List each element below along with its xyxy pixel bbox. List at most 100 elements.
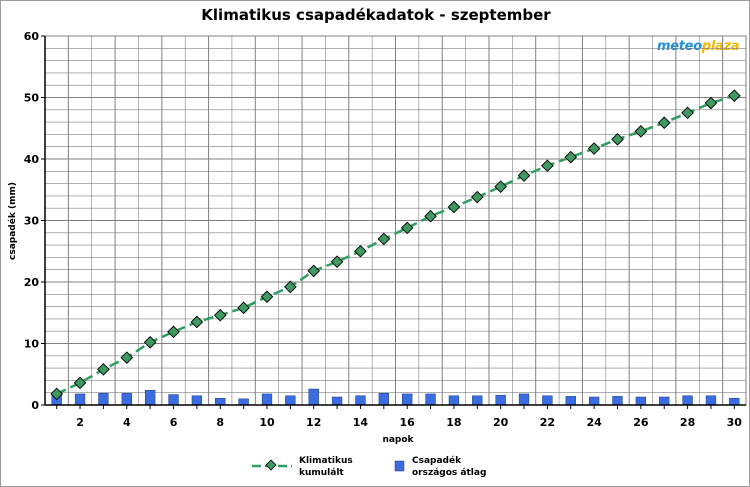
cumulative-marker xyxy=(120,351,134,364)
y-tick-label: 0 xyxy=(31,399,39,412)
precip-bar xyxy=(705,395,717,406)
precip-bar xyxy=(659,396,670,406)
precip-bar xyxy=(729,397,740,406)
cumulative-marker xyxy=(354,244,367,258)
cumulative-marker xyxy=(73,376,87,390)
y-tick-label: 10 xyxy=(24,338,40,351)
legend-line-label-2: kumulált xyxy=(299,468,344,478)
cumulative-marker xyxy=(50,387,63,401)
legend-bar-label: Csapadék országos átlag xyxy=(412,455,486,479)
precip-bar xyxy=(331,396,343,406)
cumulative-marker xyxy=(97,363,110,376)
x-tick-label: 10 xyxy=(259,416,275,429)
line-series xyxy=(50,89,741,401)
x-tick-label: 4 xyxy=(123,416,131,429)
precip-bar xyxy=(144,389,156,406)
y-tick-label: 50 xyxy=(24,92,40,105)
cumulative-marker xyxy=(681,106,694,120)
meteoplaza-logo: meteoplaza xyxy=(657,39,740,54)
precip-bar xyxy=(425,393,436,406)
chart-title: Klimatikus csapadékadatok - szeptember xyxy=(201,6,551,24)
cumulative-marker xyxy=(541,159,554,173)
y-tick-label: 30 xyxy=(24,215,40,228)
precip-bar xyxy=(518,393,530,406)
x-tick-label: 14 xyxy=(353,416,369,429)
precip-bar xyxy=(542,395,553,406)
precip-bar xyxy=(98,393,109,406)
x-tick-label: 6 xyxy=(170,416,178,429)
legend-bar-swatch xyxy=(394,460,405,472)
precip-bar xyxy=(74,393,86,406)
cumulative-marker xyxy=(377,232,391,246)
precip-bar xyxy=(682,395,693,406)
x-tick-label: 18 xyxy=(446,416,461,429)
cumulative-marker xyxy=(564,150,578,164)
cumulative-marker xyxy=(447,200,461,214)
x-tick-label: 20 xyxy=(493,416,509,429)
cumulative-marker xyxy=(213,308,227,322)
precip-bar xyxy=(635,396,647,406)
precip-bar xyxy=(495,394,506,406)
y-tick-label: 40 xyxy=(24,153,40,166)
cumulative-marker xyxy=(284,280,297,294)
legend xyxy=(252,459,405,472)
cumulative-marker xyxy=(237,301,250,315)
precip-bar xyxy=(308,388,319,406)
precip-bar xyxy=(588,396,600,406)
precip-bar xyxy=(448,395,460,406)
precip-bar xyxy=(261,393,273,406)
grid-lines xyxy=(44,35,747,406)
x-axis-label: napok xyxy=(382,435,414,445)
cumulative-marker xyxy=(330,255,344,268)
cumulative-marker xyxy=(260,290,274,304)
logo-part-2: plaza xyxy=(701,39,740,54)
legend-line-label: Klimatikus kumulált xyxy=(299,455,353,479)
cumulative-marker xyxy=(657,116,671,130)
cumulative-marker xyxy=(424,209,437,223)
precip-bar xyxy=(565,396,576,406)
x-tick-label: 2 xyxy=(76,416,84,429)
y-axis-label: csapadék (mm) xyxy=(7,182,18,260)
cumulative-marker xyxy=(400,221,414,235)
x-tick-label: 30 xyxy=(727,416,743,429)
cumulative-marker xyxy=(634,125,648,138)
cumulative-marker xyxy=(517,169,531,182)
cumulative-marker xyxy=(704,96,718,110)
precip-bar xyxy=(191,395,203,406)
cumulative-marker xyxy=(494,180,507,193)
precip-bar xyxy=(215,397,226,406)
legend-bar-label-2: országos átlag xyxy=(412,468,487,478)
logo-part-1: meteo xyxy=(657,39,702,54)
cumulative-marker xyxy=(470,190,484,204)
precip-bar xyxy=(355,395,366,406)
precip-bar xyxy=(285,395,296,406)
x-tick-label: 12 xyxy=(306,416,321,429)
precip-bar xyxy=(121,393,132,406)
axes xyxy=(41,35,746,409)
x-tick-label: 16 xyxy=(400,416,416,429)
y-tick-label: 60 xyxy=(24,30,40,43)
precip-bar xyxy=(402,393,413,406)
precip-bar xyxy=(472,395,483,406)
legend-bar-label-1: Csapadék xyxy=(412,456,462,466)
precip-bar xyxy=(238,398,249,406)
x-tick-label: 24 xyxy=(586,416,602,429)
x-tick-label: 26 xyxy=(633,416,649,429)
cumulative-marker xyxy=(167,325,180,339)
precip-bar xyxy=(378,393,389,406)
cumulative-marker xyxy=(307,264,321,278)
x-tick-label: 28 xyxy=(680,416,695,429)
cumulative-marker xyxy=(190,315,204,329)
cumulative-marker xyxy=(611,133,624,146)
precip-bar xyxy=(168,394,179,406)
x-tick-label: 22 xyxy=(540,416,555,429)
precip-bar xyxy=(612,396,623,406)
cumulative-marker xyxy=(728,89,741,102)
legend-line-marker xyxy=(265,459,277,471)
cumulative-marker xyxy=(143,335,157,349)
legend-line-label-1: Klimatikus xyxy=(299,456,353,466)
y-tick-label: 20 xyxy=(24,276,40,289)
